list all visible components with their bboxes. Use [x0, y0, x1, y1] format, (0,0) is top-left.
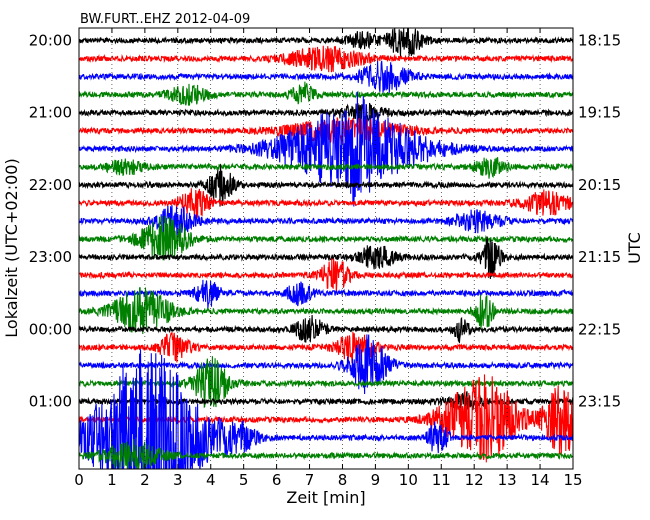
plot-frame	[78, 27, 574, 470]
left-tick-label: 23:00	[29, 248, 72, 266]
trace-2100	[79, 102, 573, 125]
trace-2045	[79, 81, 573, 106]
trace-2215	[79, 188, 573, 220]
trace-2000	[79, 28, 573, 58]
x-tick-label: 8	[338, 471, 348, 489]
x-tick-label: 13	[498, 471, 517, 489]
trace-2015	[79, 45, 573, 73]
x-tick-label: 3	[173, 471, 183, 489]
chart-title: BW.FURT..EHZ 2012-04-09	[80, 12, 250, 27]
left-tick-label: 20:00	[29, 32, 72, 50]
y-axis-label-left: Lokalzeit (UTC+02:00)	[2, 158, 21, 337]
x-tick-label: 5	[239, 471, 249, 489]
right-tick-label: 19:15	[578, 104, 621, 122]
trace-2145	[79, 157, 573, 179]
x-tick-label: 0	[74, 471, 84, 489]
trace-2030	[79, 60, 573, 93]
x-tick-label: 6	[272, 471, 282, 489]
trace-0000	[79, 314, 573, 344]
trace-2130	[79, 91, 573, 207]
x-tick-label: 9	[371, 471, 381, 489]
y-axis-label-right: UTC	[625, 232, 644, 264]
left-tick-label: 21:00	[29, 104, 72, 122]
trace-0130	[79, 349, 573, 469]
trace-0145	[79, 438, 573, 469]
grid-lines	[79, 28, 573, 469]
right-tick-label: 21:15	[578, 248, 621, 266]
x-tick-label: 10	[399, 471, 418, 489]
right-tick-label: 23:15	[578, 393, 621, 411]
x-tick-label: 14	[531, 471, 550, 489]
left-tick-label: 22:00	[29, 176, 72, 194]
left-axis-ticks: 20:00 21:00 22:00 23:00 00:00 01:00	[29, 32, 84, 411]
left-tick-label: 00:00	[29, 320, 72, 338]
x-tick-label: 15	[563, 471, 582, 489]
trace-0015	[79, 331, 573, 364]
x-axis-ticks: 0 1 2 3 4 5 6 7 8 9 10 11 12 13 14 15	[74, 28, 583, 489]
right-tick-label: 22:15	[578, 320, 621, 338]
x-tick-label: 1	[107, 471, 117, 489]
x-tick-label: 12	[465, 471, 484, 489]
trace-2345	[79, 287, 573, 335]
x-axis-label: Zeit [min]	[286, 488, 365, 507]
trace-2300	[79, 236, 573, 280]
trace-2245	[79, 215, 573, 261]
left-tick-label: 01:00	[29, 393, 72, 411]
right-tick-label: 18:15	[578, 32, 621, 50]
x-tick-label: 2	[140, 471, 150, 489]
right-axis-ticks: 18:15 19:15 20:15 21:15 22:15 23:15	[568, 32, 621, 411]
trace-2200	[79, 164, 573, 207]
trace-2315	[79, 258, 573, 294]
x-tick-label: 4	[206, 471, 216, 489]
x-tick-label: 7	[305, 471, 315, 489]
x-tick-label: 11	[432, 471, 451, 489]
seismogram-traces	[79, 28, 573, 469]
trace-2330	[79, 279, 573, 309]
right-tick-label: 20:15	[578, 176, 621, 194]
